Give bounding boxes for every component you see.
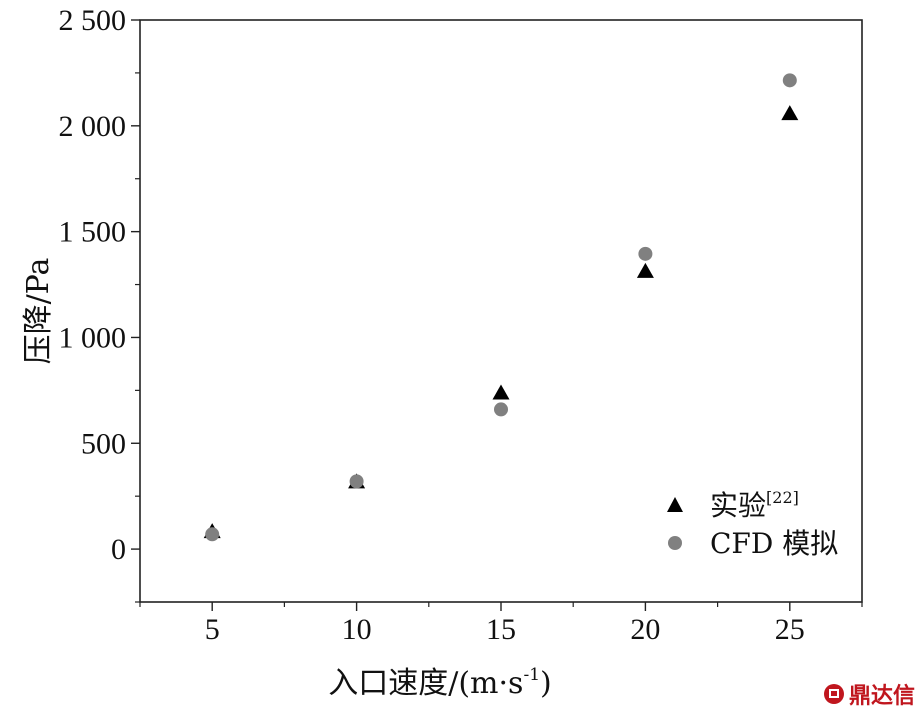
y-axis-ticks: 0 500 1 000 1 500 2 000 2 500	[59, 4, 140, 603]
y-tick-label: 1 000	[59, 321, 127, 354]
x-tick-label: 15	[486, 613, 516, 646]
legend-label-cfd: CFD 模拟	[710, 527, 838, 560]
x-axis-title-tail: )	[540, 666, 552, 701]
x-tick-label: 20	[630, 613, 660, 646]
x-tick-label: 10	[342, 613, 372, 646]
legend-label-experiment-sup: [22]	[766, 488, 799, 507]
cfd-point	[494, 402, 508, 417]
experiment-point	[492, 384, 510, 400]
y-tick-label: 0	[111, 533, 126, 566]
x-axis-title: 入口速度/(m·s-1)	[328, 665, 551, 701]
x-axis-title-main: 入口速度/(m·s	[328, 666, 523, 701]
legend-marker-circle	[668, 536, 682, 550]
legend-marker-triangle	[667, 497, 683, 512]
y-axis-title: 压降/Pa	[21, 257, 56, 364]
watermark-logo-icon	[823, 684, 844, 704]
experiment-point	[636, 262, 654, 278]
legend-label-experiment-main: 实验	[710, 489, 766, 522]
cfd-point	[782, 73, 797, 88]
legend-label-experiment: 实验[22]	[710, 488, 799, 522]
data-points	[203, 73, 799, 542]
x-tick-label: 25	[775, 613, 805, 646]
y-tick-label: 2 500	[59, 4, 127, 37]
y-tick-label: 500	[81, 427, 126, 460]
cfd-point	[638, 246, 653, 261]
y-tick-label: 1 500	[59, 216, 127, 249]
legend: 实验[22] CFD 模拟	[667, 488, 838, 560]
experiment-point	[781, 105, 799, 121]
cfd-point	[205, 527, 220, 542]
cfd-point	[349, 474, 364, 489]
x-axis-ticks: 5 10 15 20 25	[139, 602, 863, 646]
y-tick-label: 2 000	[59, 110, 127, 143]
x-axis-title-sup: -1	[523, 665, 540, 685]
watermark: 鼎达信	[823, 678, 915, 710]
x-tick-label: 5	[205, 613, 220, 646]
watermark-text: 鼎达信	[848, 684, 915, 709]
